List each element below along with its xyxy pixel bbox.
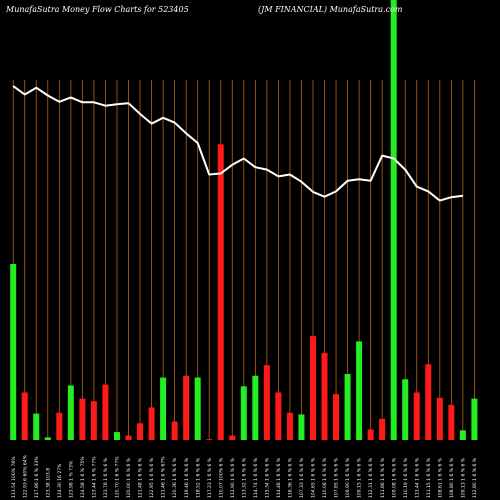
flow-bar <box>240 386 247 440</box>
x-tick-label: 124.58 1 6 % 75% <box>80 456 86 498</box>
flow-bar <box>252 375 259 440</box>
flow-bar <box>90 401 97 440</box>
flow-bar <box>298 414 305 440</box>
flow-bar <box>183 375 190 440</box>
x-tick-label: 104.65 1 6 % 6 % <box>311 457 317 498</box>
flow-bar <box>309 336 316 440</box>
flow-bar <box>390 0 397 440</box>
x-tick-label: 123.78 1 6 % 6 % <box>103 457 109 498</box>
x-tick-label: 124.30 16 27% <box>57 463 63 498</box>
x-tick-label: 123.98 1 % 73% <box>68 460 74 498</box>
x-tick-label: 107.85 1 6 % 6 % <box>334 457 340 498</box>
flow-bar <box>206 439 213 440</box>
x-tick-label: 110.19 1 6 % 6 % <box>403 457 409 498</box>
flow-bar <box>194 377 201 440</box>
x-tick-label: 122.93 6 60% 64% <box>22 454 28 498</box>
x-tick-label: 114.74 1 6 % 6 % <box>253 457 259 498</box>
x-tick-label: 122.95 1 6 % 6 % <box>149 457 155 498</box>
flow-bar <box>33 413 40 440</box>
x-tick-label: 113.32 1 6 % 6 % <box>241 457 247 498</box>
x-tick-label: 110.07 100% 6 % <box>218 457 224 498</box>
x-tick-label: 111.86 1 6 % 6 % <box>380 457 386 498</box>
chart-subtitle: (JM FINANCIAL) MunafaSutra.com <box>258 5 403 14</box>
x-tick-label: 112.80 1 6 % 6 % <box>472 457 478 498</box>
flow-bar <box>160 377 167 440</box>
x-tick-label: 121.48 1 6 % 6 % <box>138 457 144 498</box>
flow-bar <box>263 365 270 440</box>
flow-bar <box>44 437 51 440</box>
flow-bar <box>56 412 63 440</box>
price-line <box>12 85 464 202</box>
x-tick-label: 113.54 100% 76% <box>11 456 17 498</box>
x-tick-label: 110.08 1 6 % 6 % <box>322 457 328 498</box>
flow-bar <box>321 352 328 440</box>
x-tick-label: 115.34 1 6 % 6 % <box>264 457 270 498</box>
x-tick-label: 109.08 1 6 % 6 % <box>391 457 397 498</box>
x-tick-label: 121.46 1 6 % 67% <box>161 456 167 498</box>
flow-bar <box>171 421 178 440</box>
flow-bar <box>229 435 236 440</box>
x-tick-label: 119.46 1 6 % 6 % <box>184 457 190 498</box>
flow-bars <box>10 0 478 440</box>
flow-bar <box>79 398 86 440</box>
x-tick-label: 107.33 1 6 % 6 % <box>299 457 305 498</box>
x-tick-label: 120.36 1 6 % 6 % <box>172 457 178 498</box>
flow-bar <box>113 432 120 440</box>
flow-bar <box>102 384 109 440</box>
chart-title: MunafaSutra Money Flow Charts for 523405 <box>5 5 189 14</box>
x-tick-label: 109.13 1 6 % 6 % <box>460 457 466 498</box>
flow-bar <box>125 435 132 440</box>
x-tick-label: 108.80 1 6 % 6 % <box>449 457 455 498</box>
flow-bar <box>413 392 420 440</box>
flow-bar <box>356 341 363 440</box>
flow-bar <box>344 374 351 440</box>
flow-bar <box>67 385 74 440</box>
flow-bar <box>471 398 478 440</box>
flow-bar <box>436 397 443 440</box>
x-tick-label: 117.23 1 6 % 6 % <box>207 457 213 498</box>
flow-bar <box>286 412 293 440</box>
x-tick-label: 123.38 103.8 <box>45 468 51 498</box>
flow-bar <box>402 379 409 440</box>
x-tick-label: 116.36 1 6 % 6 % <box>288 457 294 498</box>
flow-bar <box>137 423 144 440</box>
x-tick-label: 120.00 1 6 % 6 % <box>126 457 132 498</box>
flow-bar <box>448 404 455 440</box>
flow-bar <box>10 264 17 440</box>
x-tick-label: 118.52 1 6 % 6 % <box>195 457 201 498</box>
x-tick-label: 112.90 1 6 % 6 % <box>230 457 236 498</box>
x-tick-label: 117.86 1 6 % 33% <box>34 456 40 498</box>
flow-bar <box>148 407 155 440</box>
flow-bar <box>333 394 340 440</box>
flow-bar <box>379 418 386 440</box>
flow-bar <box>367 429 374 440</box>
x-tick-labels: 113.54 100% 76% 122.93 6 60% 64% 117.86 1 … <box>11 454 478 498</box>
x-tick-label: 109.15 1 6 % 6 % <box>357 457 363 498</box>
x-tick-label: 123.44 1 6 % 77% <box>92 456 98 498</box>
flow-bar <box>459 430 466 440</box>
x-tick-label: 120.70 1 6 % 77% <box>115 456 121 498</box>
flow-bar <box>21 392 28 440</box>
x-tick-label: 114.48 1 6 % 6 % <box>276 457 282 498</box>
x-tick-label: 109.90 1 6 % 6 % <box>345 457 351 498</box>
x-tick-label: 111.15 1 6 % 6 % <box>426 457 432 498</box>
flow-bar <box>275 392 282 440</box>
x-tick-label: 112.31 1 6 % 6 % <box>368 457 374 498</box>
x-tick-label: 108.61 1 6 % 6 % <box>437 457 443 498</box>
flow-bar <box>425 364 432 440</box>
x-tick-label: 113.44 1 6 % 6 % <box>414 457 420 498</box>
flow-bar <box>217 144 224 440</box>
